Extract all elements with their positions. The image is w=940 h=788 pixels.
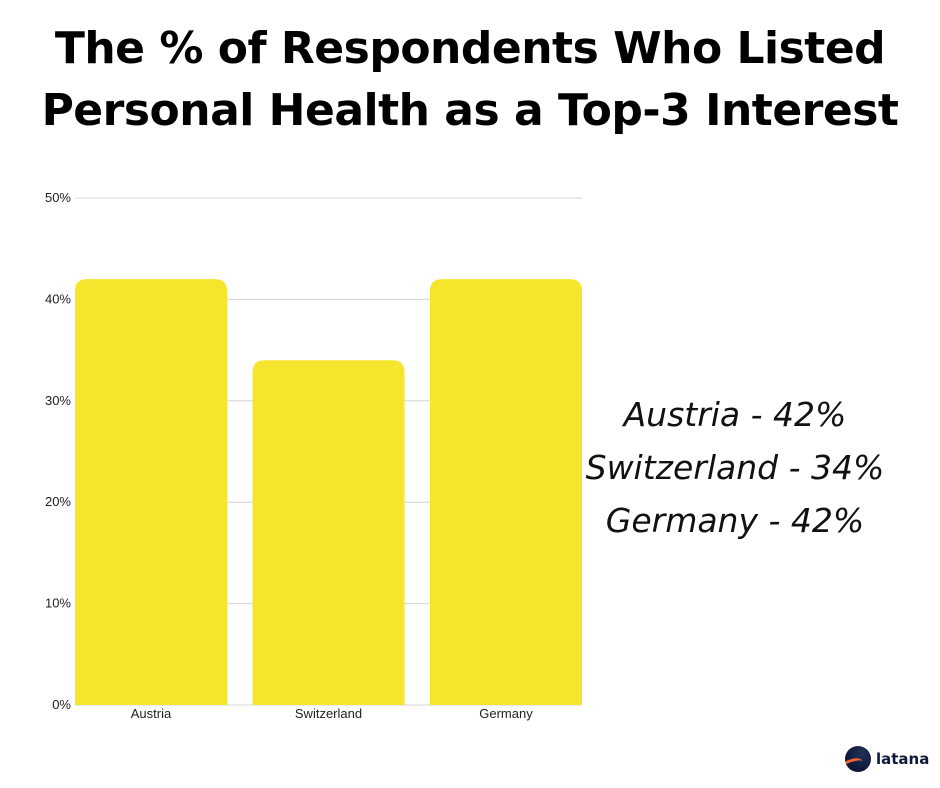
y-tick-label: 30% <box>45 393 71 408</box>
y-axis-ticks: 0% 10% 20% 30% 40% 50% <box>45 190 71 712</box>
bar-germany <box>430 279 582 705</box>
chart-title: The % of Respondents Who Listed Personal… <box>0 18 940 142</box>
x-axis-ticks: Austria Switzerland Germany <box>131 706 533 721</box>
bars <box>75 279 582 705</box>
summary-line-austria: Austria - 42% <box>623 395 847 434</box>
logo-text: latana <box>876 750 930 768</box>
y-tick-label: 40% <box>45 291 71 306</box>
summary-text: Austria - 42% Switzerland - 34% Germany … <box>585 388 885 547</box>
latana-logo: latana <box>845 745 929 773</box>
y-tick-label: 10% <box>45 596 71 611</box>
bar-austria <box>75 279 227 705</box>
x-tick-label: Austria <box>131 706 172 721</box>
summary-line-germany: Germany - 42% <box>605 501 865 540</box>
x-tick-label: Germany <box>479 706 533 721</box>
y-tick-label: 20% <box>45 494 71 509</box>
summary-line-switzerland: Switzerland - 34% <box>585 448 885 487</box>
chart-title-line-1: The % of Respondents Who Listed <box>54 23 886 74</box>
x-tick-label: Switzerland <box>295 706 362 721</box>
y-tick-label: 50% <box>45 190 71 205</box>
latana-logo-icon <box>845 746 871 772</box>
chart-title-line-2: Personal Health as a Top-3 Interest <box>41 85 899 136</box>
bar-switzerland <box>252 360 405 705</box>
y-tick-label: 0% <box>52 697 71 712</box>
